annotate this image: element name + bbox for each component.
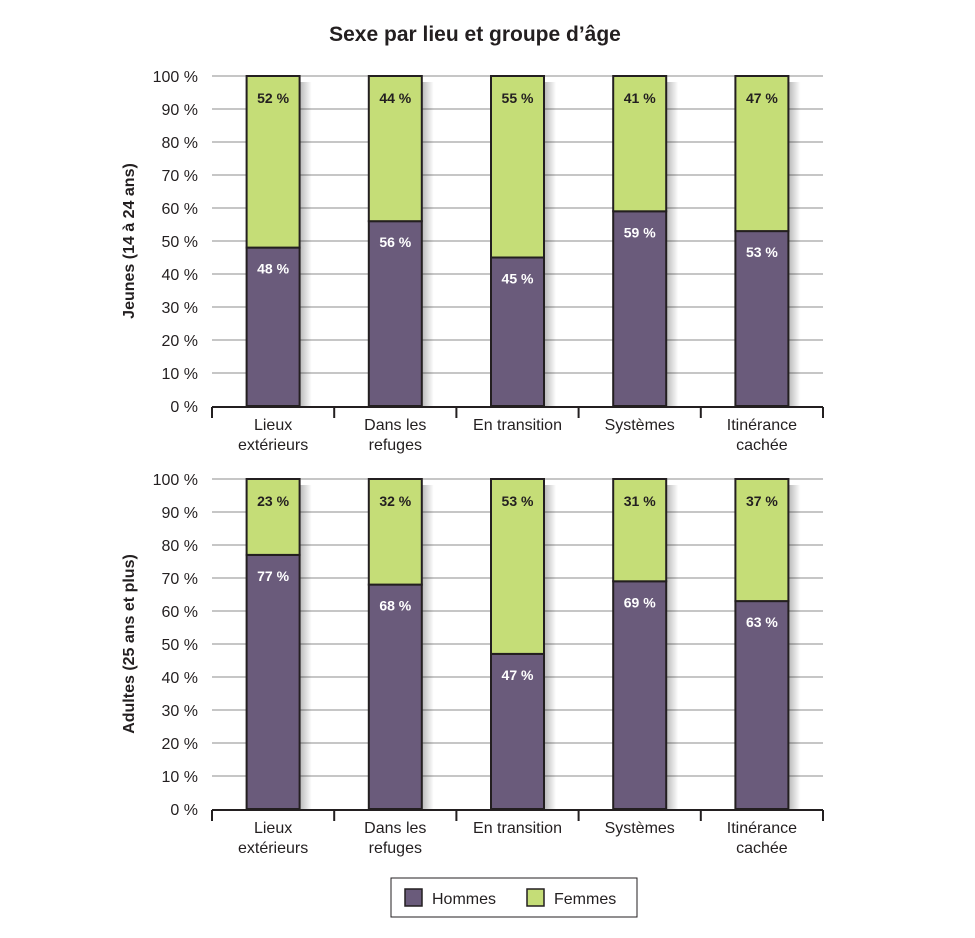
data-label-hommes: 59 %: [624, 224, 656, 240]
y-tick-label: 50 %: [162, 637, 198, 654]
bar-shadow: [544, 82, 556, 406]
x-category-label: extérieurs: [238, 840, 308, 857]
bar-shadow: [666, 485, 679, 809]
y-tick-label: 70 %: [162, 168, 198, 185]
data-label-femmes: 23 %: [257, 493, 289, 509]
x-category-label: En transition: [473, 417, 562, 434]
y-tick-label: 40 %: [162, 670, 198, 687]
y-tick-label: 10 %: [162, 769, 198, 786]
bar-shadow: [299, 82, 312, 406]
y-tick-label: 40 %: [162, 267, 198, 284]
data-label-femmes: 41 %: [624, 90, 656, 106]
y-tick-label: 0 %: [170, 802, 198, 819]
bar-femmes: [367, 478, 423, 586]
y-tick-label: 10 %: [162, 366, 198, 383]
data-label-hommes: 63 %: [746, 614, 778, 630]
y-tick-label: 20 %: [162, 736, 198, 753]
x-category-label: refuges: [369, 840, 422, 857]
bar-hommes: [734, 600, 790, 810]
data-label-femmes: 52 %: [257, 90, 289, 106]
x-category-label: cachée: [736, 437, 788, 454]
bar-hommes: [367, 583, 423, 810]
bar-shadow: [421, 485, 434, 809]
data-label-femmes: 32 %: [379, 493, 411, 509]
x-category-label: Systèmes: [605, 417, 675, 434]
bar-shadow: [788, 485, 801, 809]
bar-femmes: [490, 478, 545, 655]
bar-femmes: [734, 478, 790, 603]
y-tick-label: 70 %: [162, 571, 198, 588]
legend-box: [390, 877, 638, 918]
y-tick-label: 30 %: [162, 300, 198, 317]
y-tick-label: 0 %: [170, 399, 198, 416]
data-label-hommes: 68 %: [379, 598, 411, 614]
x-category-label: cachée: [736, 840, 788, 857]
bar-hommes: [612, 580, 668, 810]
x-category-label: Dans les: [364, 820, 426, 837]
legend-label-hommes: Hommes: [432, 891, 496, 908]
data-label-hommes: 77 %: [257, 568, 289, 584]
x-category-label: Dans les: [364, 417, 426, 434]
x-category-label: extérieurs: [238, 437, 308, 454]
bar-hommes: [245, 553, 301, 811]
legend: Hommes Femmes: [390, 877, 638, 918]
bar-shadow: [666, 82, 679, 406]
data-label-femmes: 31 %: [624, 493, 656, 509]
y-tick-label: 50 %: [162, 234, 198, 251]
bar-shadow: [544, 485, 556, 809]
data-label-femmes: 55 %: [502, 90, 534, 106]
bar-femmes: [245, 75, 301, 249]
x-category-label: En transition: [473, 820, 562, 837]
legend-swatch-hommes: [404, 888, 423, 907]
y-tick-label: 30 %: [162, 703, 198, 720]
x-category-label: Lieux: [254, 417, 292, 434]
bar-shadow: [421, 82, 434, 406]
y-axis-title: Adultes (25 ans et plus): [121, 554, 138, 734]
y-tick-label: 60 %: [162, 201, 198, 218]
y-tick-label: 90 %: [162, 102, 198, 119]
y-tick-label: 80 %: [162, 135, 198, 152]
panels: 0 % 10 % 20 % 30 % 40 % 50 % 60 % 70 % 80 % 90 % 1…: [121, 69, 824, 857]
data-label-hommes: 56 %: [379, 234, 411, 250]
bar-femmes: [734, 75, 790, 233]
legend-label-femmes: Femmes: [554, 891, 616, 908]
data-label-femmes: 37 %: [746, 493, 778, 509]
y-axis-title: Jeunes (14 à 24 ans): [121, 163, 138, 319]
x-category-label: Lieux: [254, 820, 292, 837]
panel-1: 0 % 10 % 20 % 30 % 40 % 50 % 60 % 70 % 80 % 90 % 1…: [121, 472, 824, 857]
y-tick-label: 80 %: [162, 538, 198, 555]
y-tick-label: 100 %: [153, 472, 198, 489]
y-tick-label: 20 %: [162, 333, 198, 350]
data-label-hommes: 48 %: [257, 261, 289, 277]
legend-swatch-femmes: [526, 888, 545, 907]
bar-shadow: [299, 485, 312, 809]
y-tick-label: 100 %: [153, 69, 198, 86]
data-label-hommes: 53 %: [746, 244, 778, 260]
bar-femmes: [367, 75, 423, 223]
bar-femmes: [612, 478, 668, 583]
bar-femmes: [490, 75, 545, 259]
data-label-hommes: 69 %: [624, 594, 656, 610]
bar-hommes: [612, 210, 668, 407]
data-label-hommes: 45 %: [502, 271, 534, 287]
data-label-hommes: 47 %: [502, 667, 534, 683]
data-label-femmes: 53 %: [502, 493, 534, 509]
data-label-femmes: 44 %: [379, 90, 411, 106]
x-category-label: Itinérance: [727, 417, 797, 434]
bar-femmes: [612, 75, 668, 213]
x-category-label: Systèmes: [605, 820, 675, 837]
bar-femmes: [245, 478, 301, 556]
bar-hommes: [490, 256, 545, 407]
x-category-label: refuges: [369, 437, 422, 454]
bar-shadow: [788, 82, 801, 406]
x-category-label: Itinérance: [727, 820, 797, 837]
y-tick-label: 60 %: [162, 604, 198, 621]
y-tick-label: 90 %: [162, 505, 198, 522]
data-label-femmes: 47 %: [746, 90, 778, 106]
panel-0: 0 % 10 % 20 % 30 % 40 % 50 % 60 % 70 % 80 % 90 % 1…: [121, 69, 824, 454]
chart-title: Sexe par lieu et groupe d’âge: [329, 23, 621, 46]
